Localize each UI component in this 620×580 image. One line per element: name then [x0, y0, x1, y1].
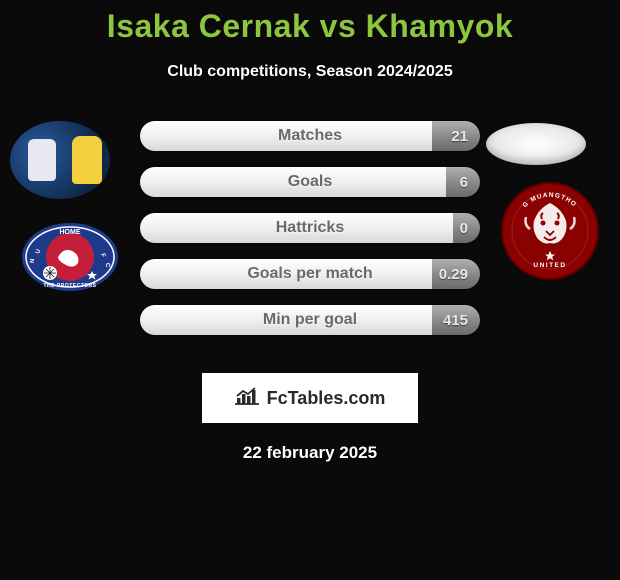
bar-label: Matches: [140, 121, 480, 151]
stat-bar-row: Goals per match0.29: [140, 259, 480, 289]
bar-value-right: 6: [460, 167, 468, 197]
bar-value-right: 21: [451, 121, 468, 151]
club-right-badge: SCG MUANGTHONG UNITED: [500, 181, 600, 281]
svg-text:UNITED: UNITED: [533, 262, 566, 269]
bar-label: Goals per match: [140, 259, 480, 289]
svg-text:HOME: HOME: [60, 229, 81, 236]
bar-value-right: 0: [460, 213, 468, 243]
bar-value-right: 415: [443, 305, 468, 335]
page-title: Isaka Cernak vs Khamyok: [0, 0, 620, 45]
bar-label: Hattricks: [140, 213, 480, 243]
subtitle: Club competitions, Season 2024/2025: [0, 63, 620, 81]
stats-area: HOME THE PROTECTORS U N F C SCG MUANGTHO…: [0, 121, 620, 361]
bar-value-right: 0.29: [439, 259, 468, 289]
stat-bar-row: Hattricks0: [140, 213, 480, 243]
date-line: 22 february 2025: [0, 443, 620, 463]
branding-badge: FcTables.com: [202, 373, 418, 423]
player-right-avatar: [486, 123, 586, 165]
svg-text:THE PROTECTORS: THE PROTECTORS: [43, 283, 96, 289]
stat-bar-row: Min per goal415: [140, 305, 480, 335]
club-left-badge: HOME THE PROTECTORS U N F C: [20, 221, 120, 293]
stat-bars: Matches21 Goals6 Hattricks0 Goals per match…: [140, 121, 480, 351]
svg-text:N: N: [30, 259, 36, 264]
stat-bar-row: Matches21: [140, 121, 480, 151]
stat-bar-row: Goals6: [140, 167, 480, 197]
player-left-avatar: [10, 121, 110, 199]
bar-label: Goals: [140, 167, 480, 197]
branding-text: FcTables.com: [267, 388, 386, 409]
bar-label: Min per goal: [140, 305, 480, 335]
chart-icon: [235, 386, 261, 411]
